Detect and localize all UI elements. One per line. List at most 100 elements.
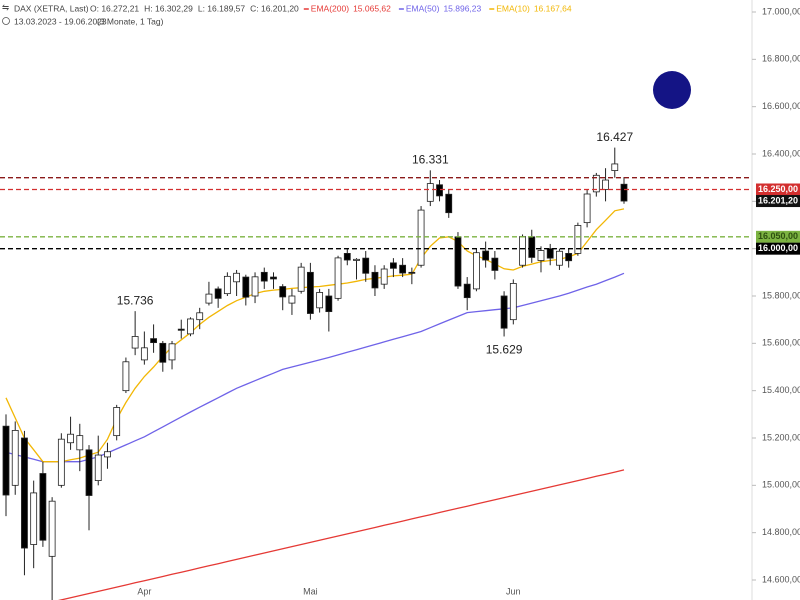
clock-icon (2, 17, 10, 25)
candle-body (223, 275, 231, 295)
candle-body (602, 179, 609, 190)
price-box (756, 195, 800, 208)
price-label: 16.201,20 (758, 195, 798, 205)
level-label: 16.250,00 (758, 184, 798, 194)
candle-body (491, 257, 499, 271)
candle-body (574, 225, 582, 254)
candle-body (48, 500, 56, 557)
candle-body (196, 312, 204, 321)
candle-body (260, 271, 268, 282)
candle-body (371, 271, 379, 289)
plot (2, 147, 628, 600)
candle-body (140, 347, 148, 361)
subtitle: 13.03.2023 - 19.06.2023 (14, 16, 107, 26)
candle-body (620, 183, 628, 202)
candle-body (334, 257, 342, 299)
legend-label: EMA(10) (496, 3, 530, 13)
chart-title: DAX (XETRA, Last) (14, 3, 89, 13)
candle-body (473, 252, 480, 290)
ema-line (5, 208, 625, 463)
candle-body (85, 449, 93, 496)
candle-body (390, 262, 397, 269)
candle-body (592, 174, 600, 193)
candle-body (21, 437, 28, 549)
y-tick-label: 14.600,00 (762, 574, 800, 584)
candle-body (11, 430, 19, 486)
candle-body (399, 264, 407, 274)
candle-body (436, 184, 443, 197)
candle-body (417, 209, 425, 266)
ohlc-label: L: 16.189,57 (198, 3, 246, 13)
candle-body (288, 295, 296, 304)
candle-body (546, 248, 554, 259)
candle-body (306, 271, 314, 314)
x-tick-label: Mai (303, 586, 318, 596)
candle-body (463, 283, 471, 299)
ema-line (5, 272, 625, 463)
candle-body (426, 183, 434, 202)
candle-body (380, 268, 388, 285)
legend-value: 15.065,62 (353, 3, 391, 13)
candle-body (251, 276, 259, 297)
candle-body (279, 286, 287, 298)
candle-body (177, 328, 185, 331)
legend-label: EMA(200) (311, 3, 349, 13)
y-tick-label: 16.600,00 (762, 101, 800, 111)
candle-body (316, 292, 324, 309)
candle-body (454, 236, 462, 287)
legend-label: EMA(50) (406, 3, 440, 13)
candle-body (39, 473, 47, 541)
candle-body (168, 343, 176, 361)
icon: ⇋ (2, 2, 10, 12)
y-tick-label: 15.200,00 (762, 432, 800, 442)
annotation: 16.331 (412, 153, 449, 167)
y-tick-label: 14.800,00 (762, 527, 800, 537)
annotation: 15.629 (486, 343, 523, 357)
candle-body (159, 342, 167, 363)
x-tick-label: Jun (506, 586, 521, 596)
candle-body (233, 272, 240, 283)
candle-body (57, 438, 65, 486)
y-tick-label: 15.600,00 (762, 338, 800, 348)
candle-body (297, 266, 305, 292)
legend-value: 15.896,23 (443, 3, 481, 13)
ohlc-label: C: 16.201,20 (250, 3, 299, 13)
candle-body (362, 257, 370, 274)
candle-body (445, 193, 453, 214)
candle-body (528, 236, 536, 258)
candle-body (30, 492, 38, 545)
ema-line (57, 469, 625, 600)
candle-body (270, 276, 277, 280)
level-box (756, 183, 800, 196)
candle-body (131, 336, 139, 349)
candle-body (482, 250, 490, 261)
candle-body (187, 318, 194, 335)
y-tick-label: 17.000,00 (762, 6, 800, 16)
candle-body (76, 435, 84, 451)
legend-value: 16.167,64 (534, 3, 572, 13)
y-tick-label: 16.400,00 (762, 148, 800, 158)
candle-body (537, 250, 545, 261)
level-box (756, 242, 800, 255)
candle-body (214, 288, 222, 299)
annotation: 16.427 (596, 130, 633, 144)
candle-body (205, 293, 213, 304)
candle-body (500, 295, 508, 329)
candle-body (408, 271, 416, 274)
ohlc-label: O: 16.272,21 (90, 3, 139, 13)
level-box (756, 230, 800, 243)
candle-body (611, 163, 619, 171)
candle-body (565, 252, 573, 262)
candle-body (242, 276, 250, 298)
candle-body (94, 454, 102, 482)
y-tick-label: 15.800,00 (762, 290, 800, 300)
candle-body (122, 361, 130, 392)
candle-body (104, 451, 111, 458)
dot (653, 71, 691, 109)
annotation: 15.736 (117, 293, 154, 307)
candle-body (67, 433, 74, 444)
candle-body (113, 407, 121, 437)
candle-body (519, 236, 526, 266)
y-tick-label: 15.400,00 (762, 385, 800, 395)
